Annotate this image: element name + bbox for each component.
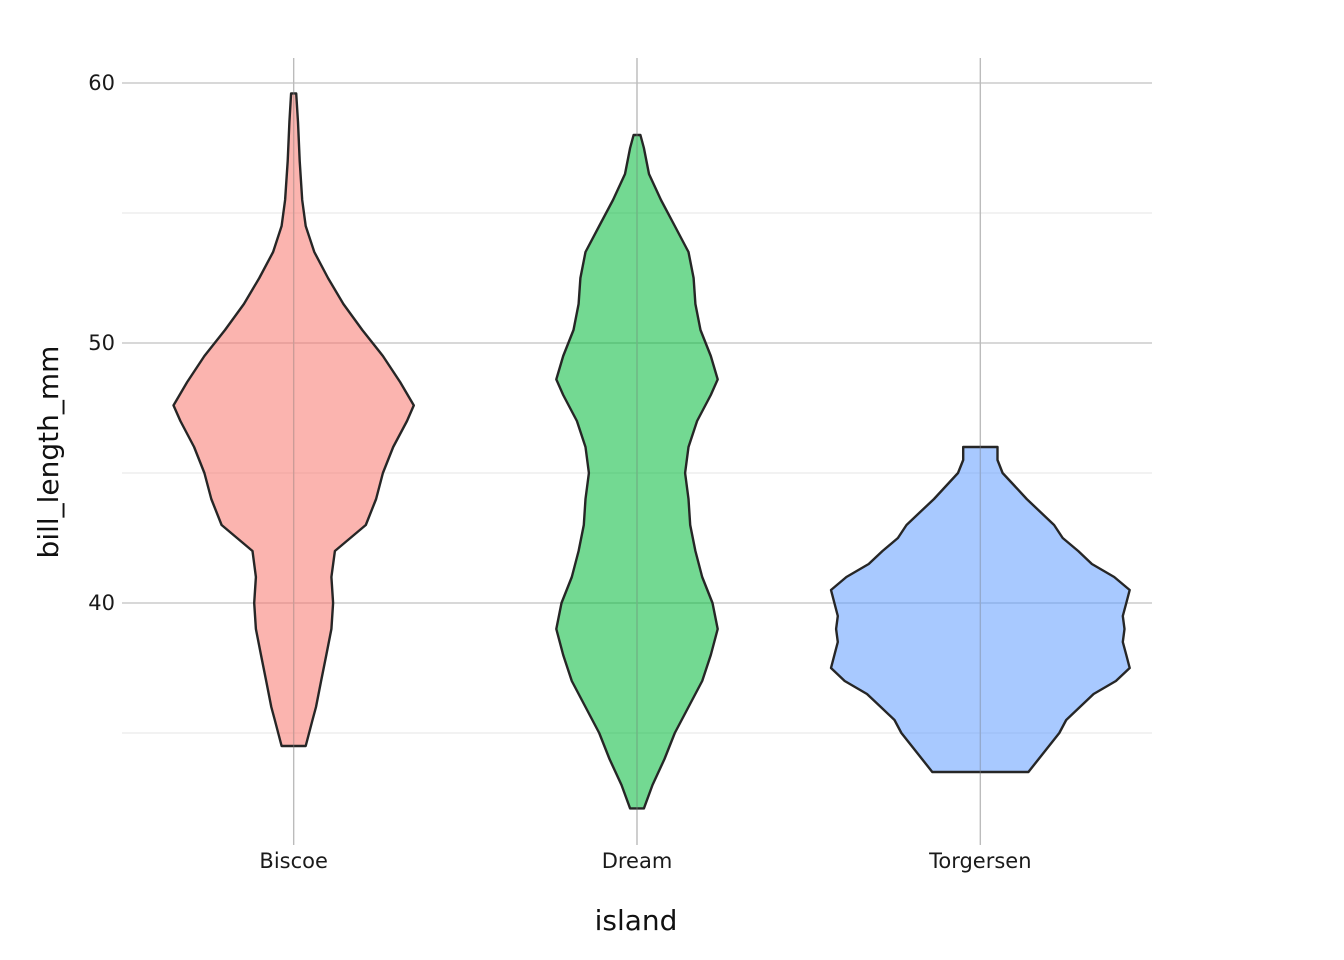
y-tick-label: 50 <box>88 331 115 355</box>
y-axis-title: bill_length_mm <box>32 346 65 559</box>
x-tick-label: Biscoe <box>259 849 328 873</box>
label-layer: 40 50 60 Biscoe Dream Torgersen <box>88 71 1031 873</box>
violin-torgersen <box>829 445 1131 774</box>
x-axis-title: island <box>595 904 678 937</box>
x-tick-label: Dream <box>602 849 673 873</box>
y-tick-label: 60 <box>88 71 115 95</box>
violin-layer <box>172 58 1131 845</box>
y-tick-label: 40 <box>88 591 115 615</box>
violin-dream <box>555 133 719 810</box>
x-tick-label: Torgersen <box>928 849 1031 873</box>
violin-biscoe <box>172 92 415 748</box>
